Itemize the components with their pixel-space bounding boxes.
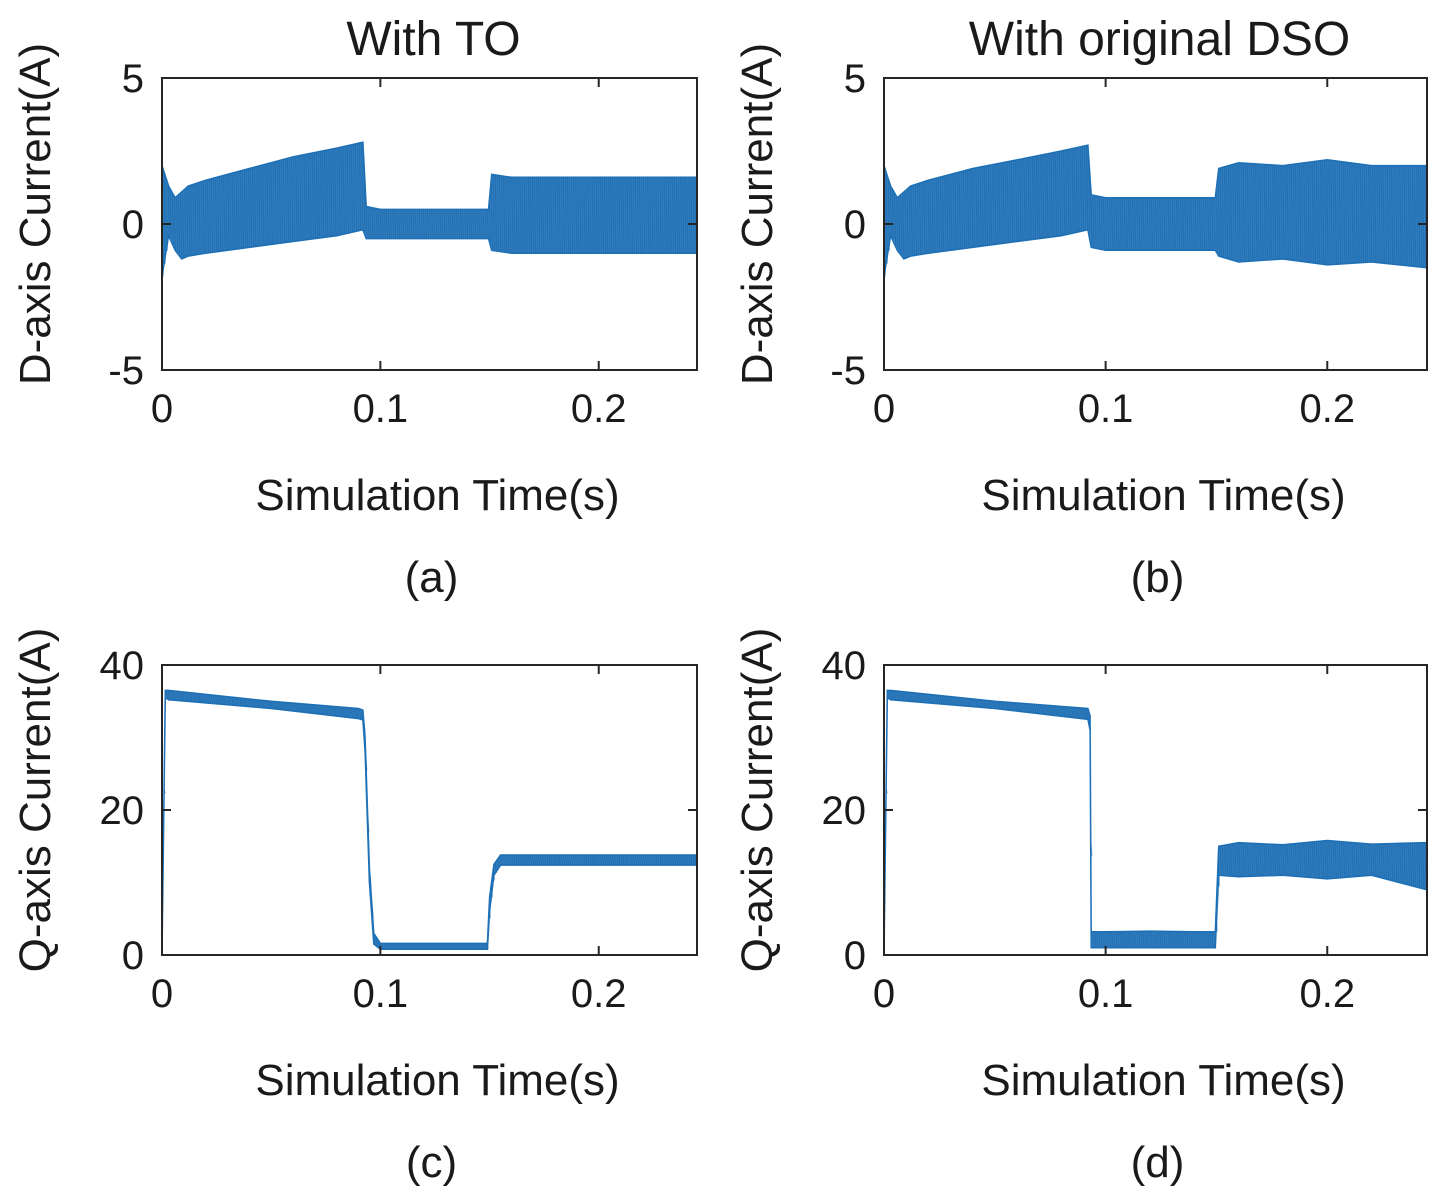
y-tick-label: 5 xyxy=(844,57,866,101)
panel-c: 0 0.1 0.2 0 20 40 Q-axis Current(A) Simulation … xyxy=(11,628,698,1187)
y-tick-label: -5 xyxy=(108,349,144,393)
panel-title: With TO xyxy=(346,13,520,66)
y-tick-label: 20 xyxy=(100,789,145,833)
x-axis-label: Simulation Time(s) xyxy=(981,1056,1345,1105)
y-axis-label: Q-axis Current(A) xyxy=(733,628,782,973)
series-envelope xyxy=(884,689,1427,955)
x-tick-label: 0 xyxy=(151,387,173,431)
series-trace xyxy=(162,141,697,277)
y-tick-label: 40 xyxy=(100,644,145,688)
series-oscillation xyxy=(162,690,697,955)
x-tick-label: 0.2 xyxy=(571,972,627,1016)
panel-caption: (d) xyxy=(1131,1138,1185,1187)
x-tick-label: 0.2 xyxy=(571,387,627,431)
y-tick-label: 0 xyxy=(844,203,866,247)
y-tick-label: 5 xyxy=(122,57,144,101)
series-envelope xyxy=(162,689,697,955)
y-tick-label: 40 xyxy=(822,644,867,688)
series-trace xyxy=(162,689,697,955)
x-axis-label: Simulation Time(s) xyxy=(255,1056,619,1105)
y-axis-label: Q-axis Current(A) xyxy=(11,628,60,973)
x-tick-label: 0.2 xyxy=(1299,387,1355,431)
panel-caption: (b) xyxy=(1131,553,1185,602)
y-axis-label: D-axis Current(A) xyxy=(733,43,782,385)
x-tick-label: 0 xyxy=(873,387,895,431)
x-tick-label: 0.1 xyxy=(353,387,409,431)
y-tick-label: -5 xyxy=(830,349,866,393)
x-axis-label: Simulation Time(s) xyxy=(255,471,619,520)
plot-area xyxy=(162,665,697,955)
panel-caption: (a) xyxy=(405,553,459,602)
x-tick-label: 0.2 xyxy=(1299,972,1355,1016)
panel-title: With original DSO xyxy=(969,13,1350,66)
x-axis-label: Simulation Time(s) xyxy=(981,471,1345,520)
x-tick-label: 0 xyxy=(873,972,895,1016)
x-tick-label: 0.1 xyxy=(1078,387,1134,431)
series-trace xyxy=(884,689,1427,955)
series-oscillation xyxy=(884,690,1427,955)
y-tick-label: 0 xyxy=(122,934,144,978)
panel-d: 0 0.1 0.2 0 20 40 Q-axis Current(A) Simulation … xyxy=(733,628,1428,1187)
y-tick-label: 20 xyxy=(822,789,867,833)
panel-caption: (c) xyxy=(406,1138,457,1187)
y-tick-label: 0 xyxy=(844,934,866,978)
y-tick-label: 0 xyxy=(122,203,144,247)
y-axis-label: D-axis Current(A) xyxy=(11,43,60,385)
x-tick-label: 0.1 xyxy=(1078,972,1134,1016)
x-tick-label: 0.1 xyxy=(353,972,409,1016)
x-tick-label: 0 xyxy=(151,972,173,1016)
plot-area xyxy=(884,665,1427,955)
